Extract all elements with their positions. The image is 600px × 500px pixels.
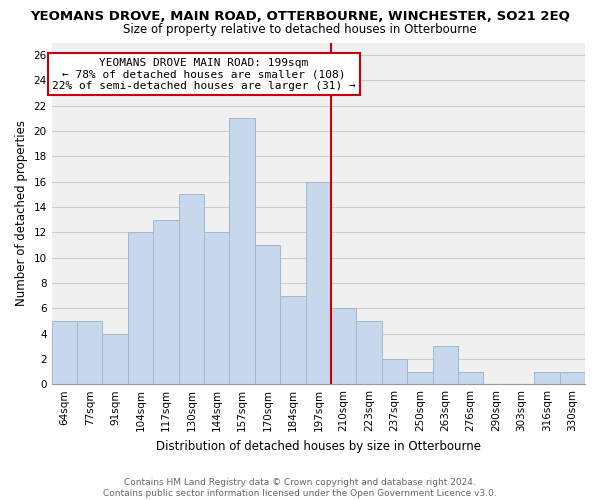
Text: YEOMANS DROVE MAIN ROAD: 199sqm
← 78% of detached houses are smaller (108)
22% o: YEOMANS DROVE MAIN ROAD: 199sqm ← 78% of… (52, 58, 356, 91)
Bar (534, 372, 560, 384)
Bar (52, 321, 77, 384)
Text: YEOMANS DROVE, MAIN ROAD, OTTERBOURNE, WINCHESTER, SO21 2EQ: YEOMANS DROVE, MAIN ROAD, OTTERBOURNE, W… (30, 10, 570, 23)
Bar (433, 346, 458, 384)
Text: Contains HM Land Registry data © Crown copyright and database right 2024.
Contai: Contains HM Land Registry data © Crown c… (103, 478, 497, 498)
Bar (356, 321, 382, 384)
Bar (280, 296, 305, 384)
Bar (229, 118, 255, 384)
Bar (128, 232, 153, 384)
Text: Size of property relative to detached houses in Otterbourne: Size of property relative to detached ho… (123, 22, 477, 36)
Bar (179, 194, 204, 384)
Bar (382, 359, 407, 384)
Bar (331, 308, 356, 384)
Bar (77, 321, 103, 384)
Bar (560, 372, 585, 384)
Bar (305, 182, 331, 384)
Bar (103, 334, 128, 384)
Bar (458, 372, 484, 384)
Bar (204, 232, 229, 384)
Bar (407, 372, 433, 384)
Y-axis label: Number of detached properties: Number of detached properties (15, 120, 28, 306)
Bar (255, 245, 280, 384)
Bar (153, 220, 179, 384)
X-axis label: Distribution of detached houses by size in Otterbourne: Distribution of detached houses by size … (156, 440, 481, 452)
